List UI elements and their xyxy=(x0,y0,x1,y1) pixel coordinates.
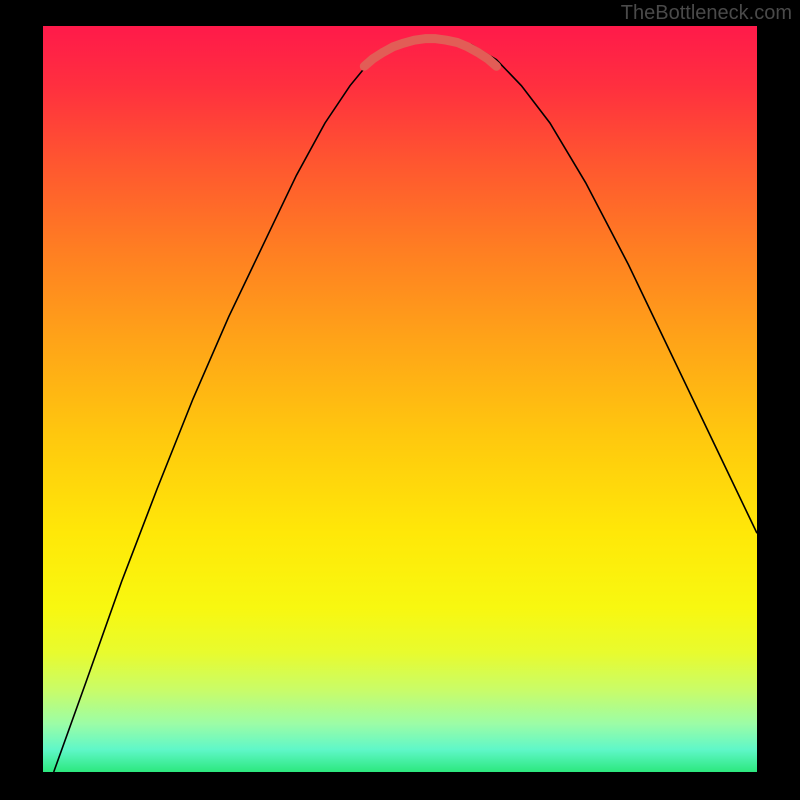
gradient-background xyxy=(43,26,757,772)
gradient-rect xyxy=(43,26,757,772)
watermark-text: TheBottleneck.com xyxy=(621,2,792,25)
plot-area xyxy=(43,26,757,772)
